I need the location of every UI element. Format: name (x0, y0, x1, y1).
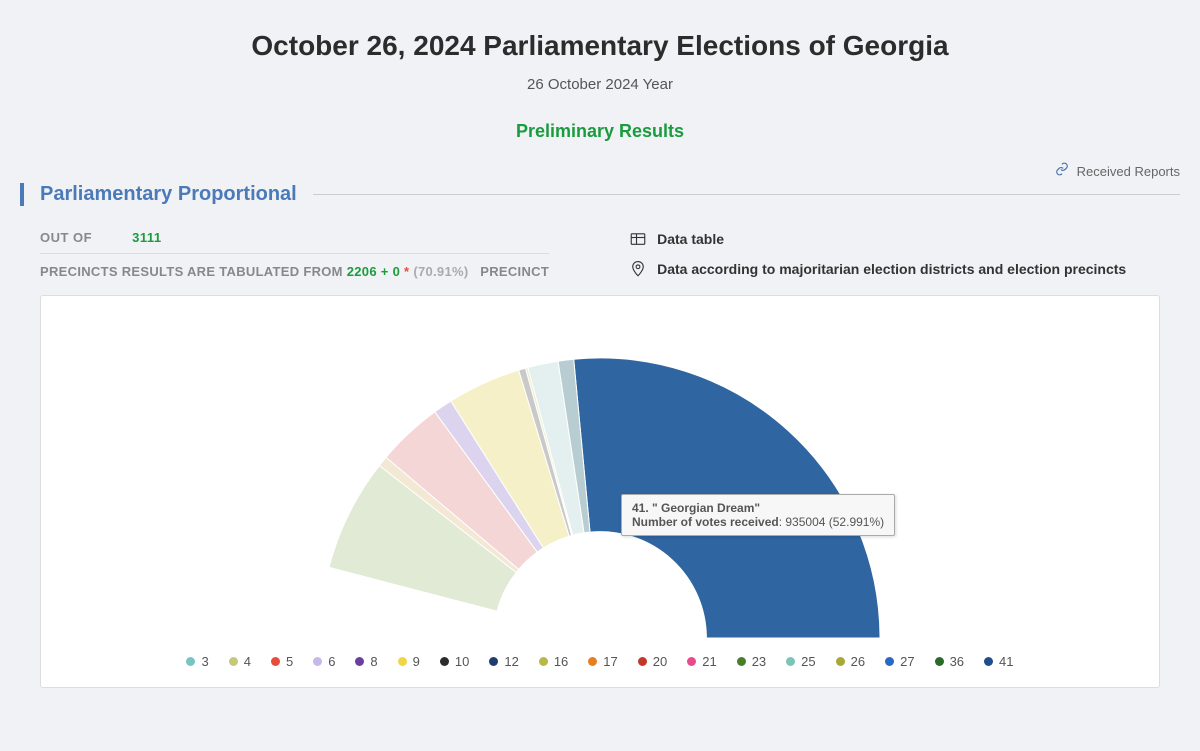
page-title: October 26, 2024 Parliamentary Elections… (20, 30, 1180, 62)
legend-dot (687, 657, 696, 666)
legend-label: 12 (504, 654, 518, 669)
legend-item[interactable]: 5 (271, 654, 293, 669)
legend-item[interactable]: 17 (588, 654, 617, 669)
legend-item[interactable]: 4 (229, 654, 251, 669)
legend-item[interactable]: 3 (186, 654, 208, 669)
results-label: Preliminary Results (20, 121, 1180, 142)
legend-item[interactable]: 9 (398, 654, 420, 669)
section-header: Parliamentary Proportional (20, 183, 1180, 206)
map-pin-icon (629, 260, 647, 278)
legend-dot (935, 657, 944, 666)
legend-label: 41 (999, 654, 1013, 669)
legend-dot (786, 657, 795, 666)
legend-dot (489, 657, 498, 666)
legend-item[interactable]: 23 (737, 654, 766, 669)
legend-label: 26 (851, 654, 865, 669)
legend-item[interactable]: 41 (984, 654, 1013, 669)
data-table-link[interactable]: Data table (629, 230, 1180, 248)
legend-label: 21 (702, 654, 716, 669)
legend-label: 23 (752, 654, 766, 669)
legend-label: 3 (201, 654, 208, 669)
legend-dot (984, 657, 993, 666)
legend-label: 4 (244, 654, 251, 669)
legend-label: 20 (653, 654, 667, 669)
page-subtitle: 26 October 2024 Year (20, 76, 1180, 93)
legend-item[interactable]: 16 (539, 654, 568, 669)
legend-item[interactable]: 12 (489, 654, 518, 669)
legend-dot (440, 657, 449, 666)
precincts-label-pre: PRECINCTS RESULTS ARE TABULATED FROM (40, 264, 343, 279)
out-of-value: 3111 (132, 230, 162, 245)
out-of-row: OUT OF 3111 (40, 230, 549, 254)
donut-chart (260, 300, 940, 640)
legend-dot (186, 657, 195, 666)
precincts-pct: (70.91%) (413, 264, 468, 279)
legend-item[interactable]: 27 (885, 654, 914, 669)
legend-label: 10 (455, 654, 469, 669)
legend-item[interactable]: 6 (313, 654, 335, 669)
legend-label: 27 (900, 654, 914, 669)
precincts-value: 2206 + 0 (347, 264, 400, 279)
by-district-text: Data according to majoritarian election … (657, 261, 1126, 277)
legend-item[interactable]: 26 (836, 654, 865, 669)
tooltip-title: 41. " Georgian Dream" (632, 501, 884, 515)
legend-label: 8 (370, 654, 377, 669)
legend-item[interactable]: 8 (355, 654, 377, 669)
received-reports-text: Received Reports (1077, 164, 1180, 179)
legend-item[interactable]: 10 (440, 654, 469, 669)
legend-dot (355, 657, 364, 666)
legend-item[interactable]: 36 (935, 654, 964, 669)
legend-label: 6 (328, 654, 335, 669)
table-icon (629, 230, 647, 248)
by-district-link[interactable]: Data according to majoritarian election … (629, 260, 1180, 278)
legend-dot (539, 657, 548, 666)
chart-tooltip: 41. " Georgian Dream" Number of votes re… (621, 494, 895, 536)
received-reports-link[interactable]: Received Reports (20, 162, 1180, 179)
legend-dot (885, 657, 894, 666)
legend-dot (836, 657, 845, 666)
tooltip-label: Number of votes received (632, 515, 779, 529)
legend-label: 16 (554, 654, 568, 669)
legend-dot (398, 657, 407, 666)
chart-box: 41. " Georgian Dream" Number of votes re… (40, 295, 1160, 688)
legend-dot (229, 657, 238, 666)
legend-label: 25 (801, 654, 815, 669)
section-divider (313, 194, 1180, 195)
legend-dot (737, 657, 746, 666)
link-icon (1055, 164, 1073, 179)
legend-item[interactable]: 25 (786, 654, 815, 669)
legend-label: 17 (603, 654, 617, 669)
tooltip-value: : 935004 (52.991%) (779, 515, 884, 529)
section-title: Parliamentary Proportional (40, 183, 297, 206)
legend-dot (313, 657, 322, 666)
precincts-star: * (404, 264, 409, 279)
legend-item[interactable]: 21 (687, 654, 716, 669)
legend-dot (588, 657, 597, 666)
legend-label: 36 (950, 654, 964, 669)
legend-dot (638, 657, 647, 666)
precincts-row: PRECINCTS RESULTS ARE TABULATED FROM 220… (40, 264, 549, 279)
chart-legend: 3 4 5 6 8 9 10 12 16 17 20 21 23 25 26 27 36 41 (41, 640, 1159, 687)
legend-label: 9 (413, 654, 420, 669)
data-table-text: Data table (657, 231, 724, 247)
out-of-label: OUT OF (40, 230, 92, 245)
precincts-label-post: PRECINCT (480, 264, 549, 279)
legend-item[interactable]: 20 (638, 654, 667, 669)
legend-dot (271, 657, 280, 666)
legend-label: 5 (286, 654, 293, 669)
